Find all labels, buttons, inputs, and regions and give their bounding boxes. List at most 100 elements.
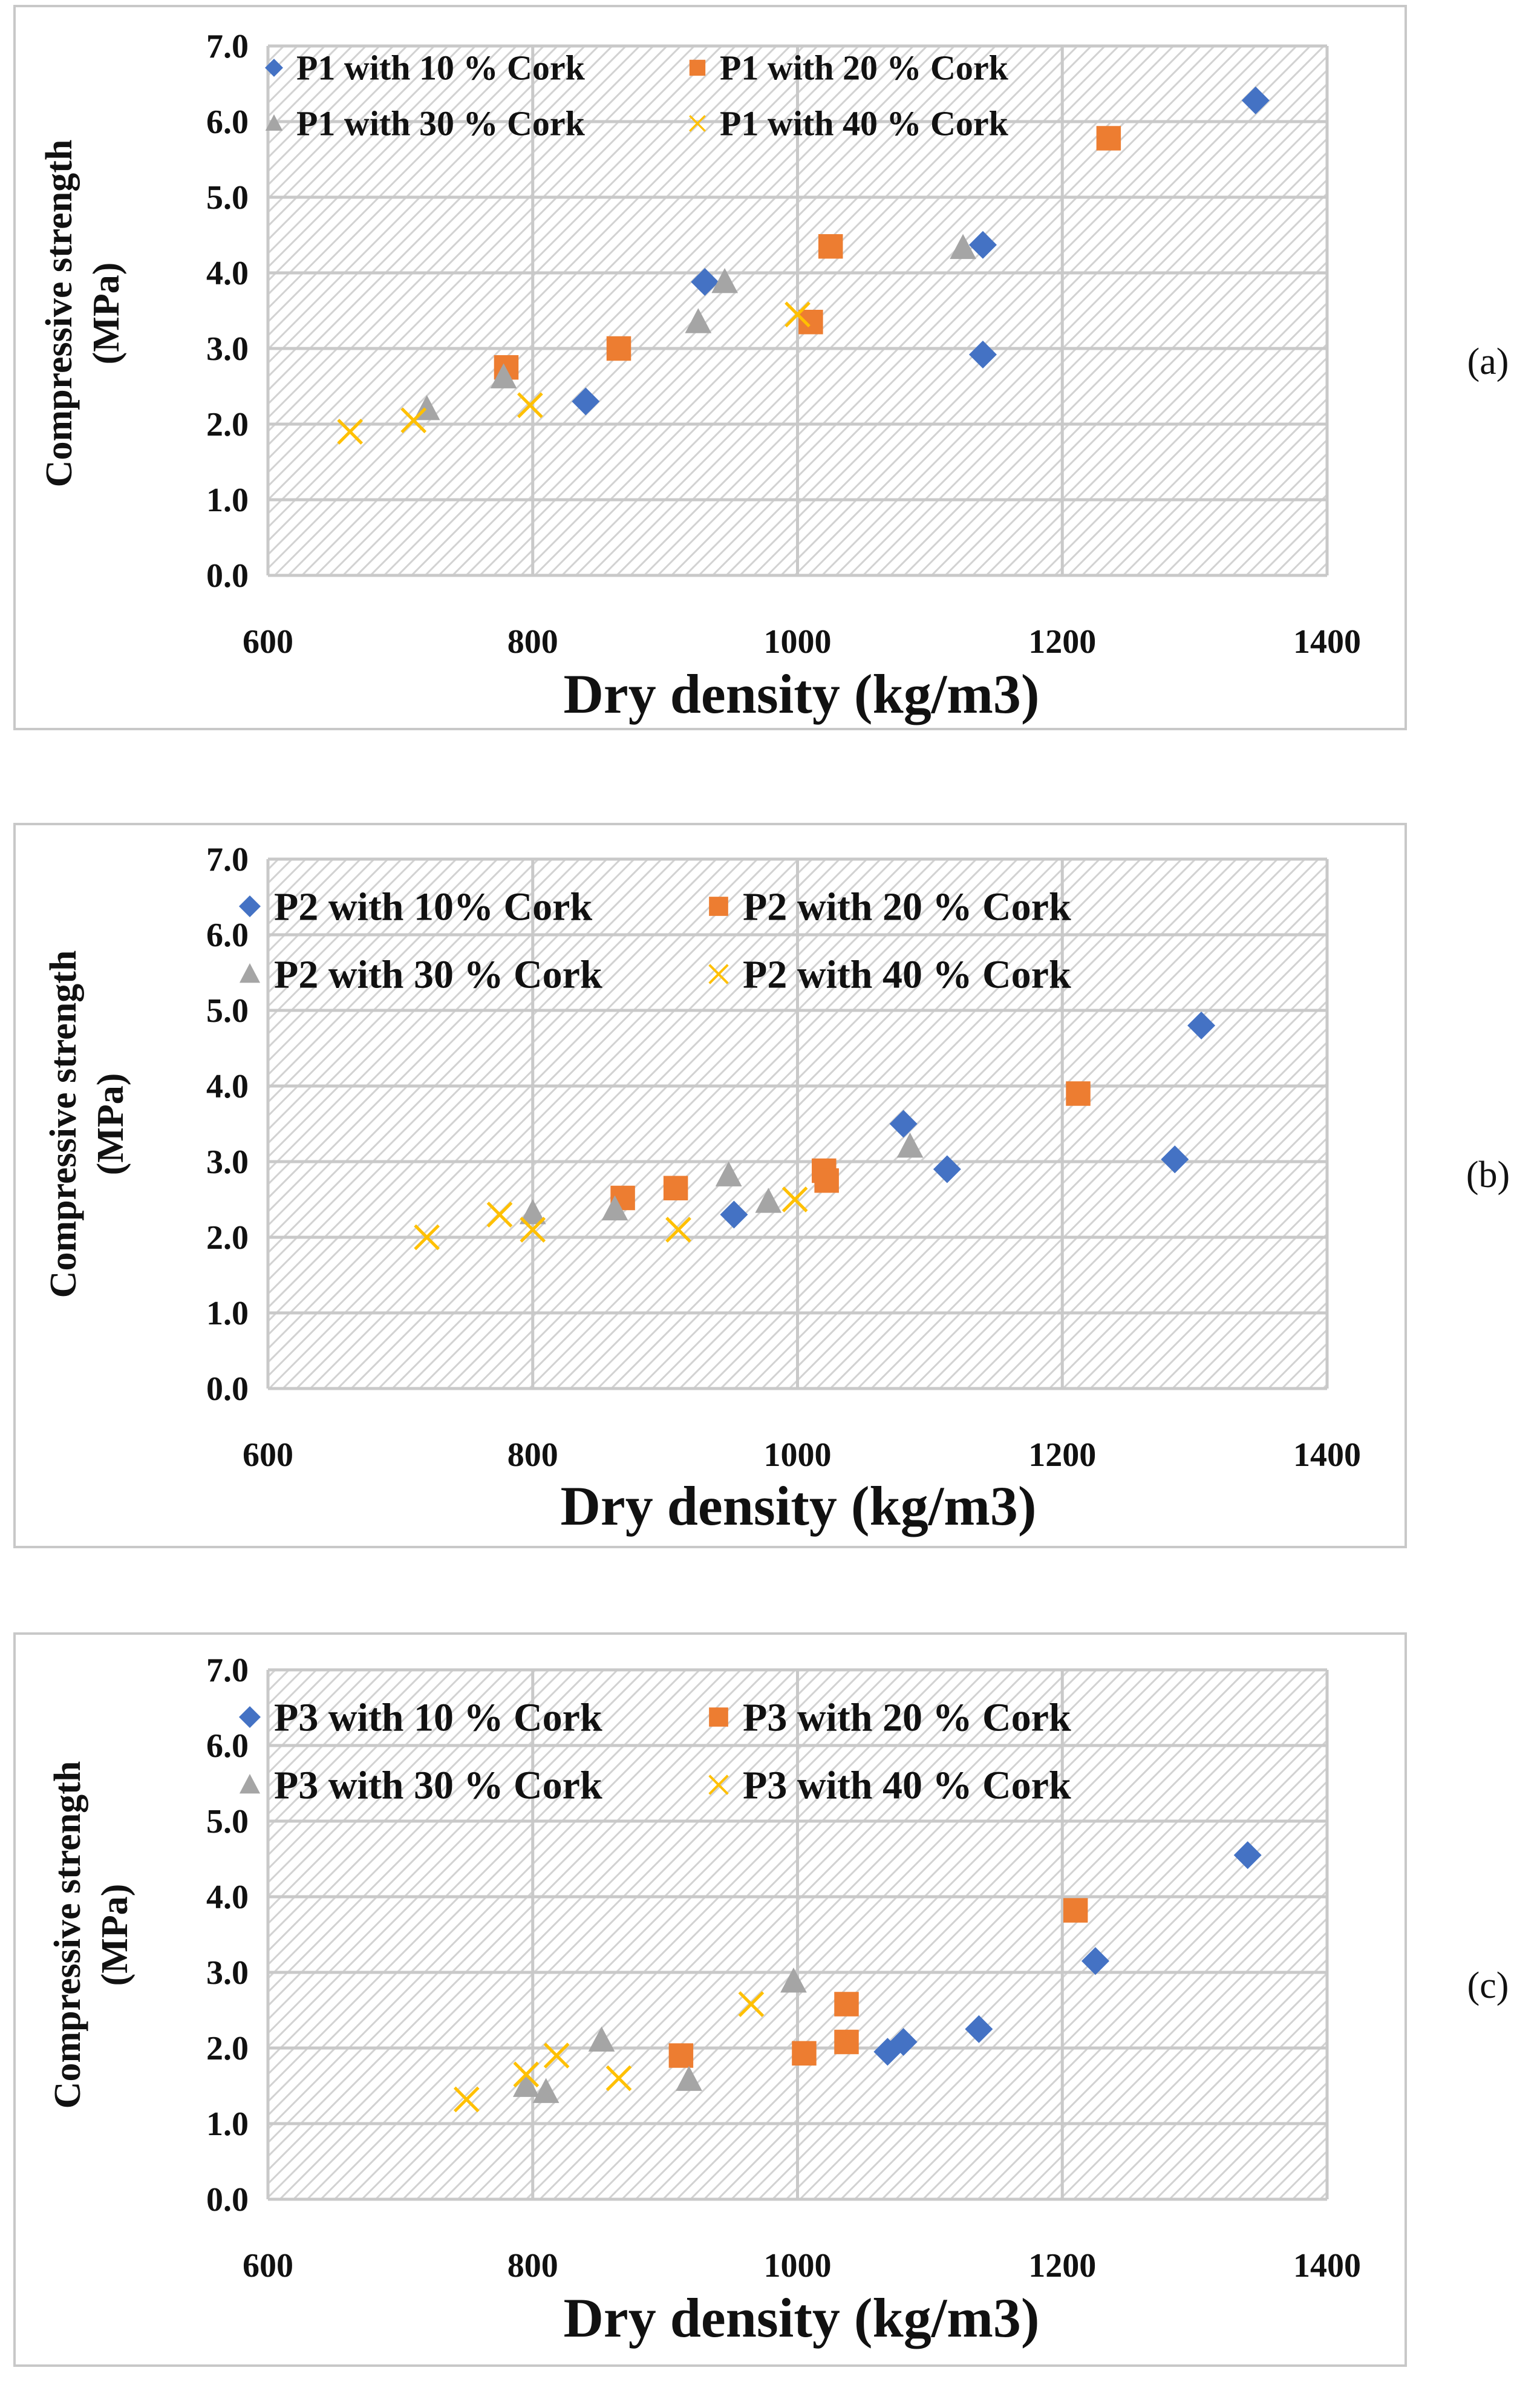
data-point-x [414,1224,440,1251]
y-tick-label: 5.0 [206,1803,249,1840]
y-axis-title-line2: (MPa) [90,1073,131,1176]
grid-lines [266,857,1329,1390]
x-tick-label: 800 [507,1436,558,1474]
series-2 [494,126,1121,380]
data-point-triangle [715,1161,742,1186]
x-tick-label: 1000 [764,1436,832,1474]
legend-label: P2 with 30 % Cork [274,952,602,996]
data-point-diamond [691,268,719,296]
data-point-diamond [889,1110,918,1138]
data-point-x [605,2065,632,2092]
legend-label: P1 with 20 % Cork [720,48,1009,88]
y-tick-label: 3.0 [206,330,249,368]
legend-marker-diamond [239,895,261,917]
data-point-square [606,336,631,361]
y-axis-title: Compressive strength (MPa) [47,1761,135,2109]
data-series [337,87,1270,445]
y-tick-label: 5.0 [206,179,249,217]
chart-panel-c: 0.0 1.0 2.0 3.0 4.0 5.0 6.0 7.0 600 800 1000 1200 1… [13,1632,1509,2367]
data-point-diamond [1161,1145,1189,1174]
series-1 [572,87,1270,416]
data-point-x [520,1217,546,1243]
legend-item: P2 with 10% Cork [239,885,592,929]
data-point-square [1063,1898,1088,1923]
y-tick-label: 4.0 [206,255,249,292]
y-tick-label: 0.0 [206,2181,249,2219]
data-point-triangle [711,268,738,293]
data-point-diamond [968,231,997,259]
data-point-x [738,1991,765,2017]
x-axis-title: Dry density (kg/m3) [563,2287,1039,2349]
y-axis-title-line1: Compressive strength [39,140,80,488]
data-point-square [814,1168,839,1193]
series-1 [720,1012,1216,1229]
legend-item: P2 with 30 % Cork [239,952,602,996]
legend-marker-diamond [265,59,283,77]
y-axis-title: Compressive strength (MPa) [43,950,131,1298]
y-tick-label: 6.0 [206,1727,249,1765]
data-point-square [798,310,823,335]
data-point-triangle [950,234,976,260]
data-point-triangle [685,308,712,333]
x-tick-label: 1400 [1293,623,1361,661]
data-point-triangle [676,2066,702,2091]
legend-marker-triangle [265,114,283,131]
series-4 [337,301,811,445]
y-axis-title-line1: Compressive strength [43,950,84,1298]
y-tick-label: 5.0 [206,992,249,1030]
data-point-x [486,1202,513,1228]
y-tick-labels: 0.0 1.0 2.0 3.0 4.0 5.0 6.0 7.0 [206,28,249,595]
data-point-diamond [889,2028,918,2056]
data-point-x [400,407,427,434]
y-tick-label: 7.0 [206,28,249,65]
legend-label: P1 with 30 % Cork [296,104,586,143]
y-axis-title-line2: (MPa) [86,263,127,365]
x-tick-label: 1000 [764,623,832,661]
y-tick-label: 3.0 [206,1954,249,1992]
data-point-square [834,2029,859,2055]
legend-item: P1 with 20 % Cork [689,48,1009,88]
data-point-triangle [519,1199,546,1225]
y-tick-label: 2.0 [206,2030,249,2067]
x-tick-label: 1000 [764,2247,832,2285]
data-point-x [785,301,811,328]
y-tick-label: 1.0 [206,482,249,519]
legend-label: P2 with 40 % Cork [743,952,1071,996]
data-point-x [665,1217,691,1243]
panel-label: (a) [1467,341,1509,382]
data-point-triangle [588,2026,615,2052]
data-point-diamond [1241,87,1270,114]
y-tick-label: 4.0 [206,1879,249,1916]
y-tick-labels: 0.0 1.0 2.0 3.0 4.0 5.0 6.0 7.0 [206,841,249,1408]
data-point-triangle [532,2078,560,2103]
data-point-square [1066,1081,1091,1106]
data-point-triangle [755,1188,782,1213]
x-tick-label: 600 [243,2247,293,2285]
y-tick-label: 3.0 [206,1143,249,1181]
legend-marker-triangle [239,1774,261,1794]
legend-marker-triangle [239,963,261,983]
x-tick-label: 1400 [1293,2247,1361,2285]
data-point-square [834,1992,859,2017]
y-axis-title-line1: Compressive strength [47,1761,88,2109]
x-tick-label: 800 [507,623,558,661]
data-point-square [1096,126,1121,151]
series-4 [453,1991,765,2113]
data-point-triangle [896,1133,924,1158]
y-tick-label: 1.0 [206,1295,249,1332]
data-point-triangle [780,1968,807,1993]
series-1 [873,1841,1262,2066]
legend-marker-square [709,1707,728,1727]
x-axis-title: Dry density (kg/m3) [563,663,1039,725]
data-point-x [781,1186,808,1212]
y-tick-label: 6.0 [206,917,249,954]
legend-item: P3 with 20 % Cork [709,1695,1071,1739]
data-point-diamond [720,1200,748,1229]
series-3 [512,1968,807,2103]
y-axis-title-line2: (MPa) [94,1884,135,1986]
data-point-x [517,392,543,419]
legend-item: P1 with 30 % Cork [265,104,586,143]
y-tick-labels: 0.0 1.0 2.0 3.0 4.0 5.0 6.0 7.0 [206,1652,249,2219]
legend-label: P3 with 40 % Cork [743,1763,1071,1807]
